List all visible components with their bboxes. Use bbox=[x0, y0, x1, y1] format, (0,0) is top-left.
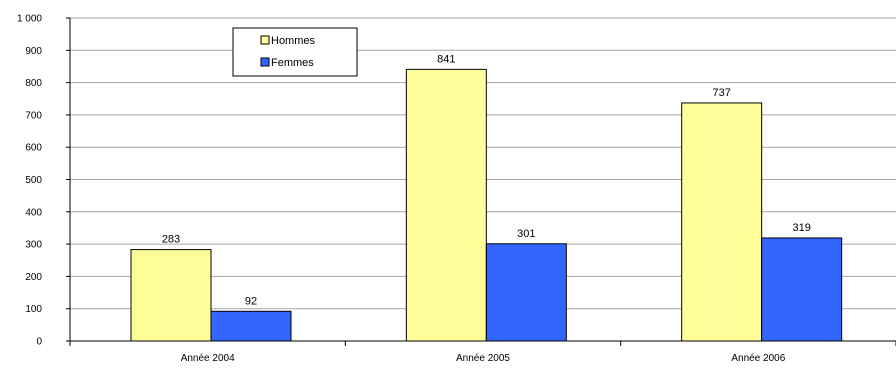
data-label: 319 bbox=[792, 222, 810, 234]
legend-label-femmes: Femmes bbox=[271, 57, 314, 69]
bar-femmes bbox=[210, 310, 292, 342]
y-tick-label: 500 bbox=[25, 175, 42, 186]
x-category-label: Année 2006 bbox=[731, 353, 785, 364]
data-label: 301 bbox=[517, 228, 535, 240]
legend-box bbox=[232, 27, 358, 77]
y-tick-label: 600 bbox=[25, 143, 42, 154]
y-tick-label: 1 000 bbox=[17, 14, 42, 25]
legend-swatch-hommes bbox=[260, 35, 270, 45]
bar-hommes bbox=[405, 68, 487, 342]
legend: Hommes Femmes bbox=[232, 27, 358, 77]
data-label: 92 bbox=[245, 295, 257, 307]
data-labels-layer: 283 92 841 301 737 319 bbox=[162, 53, 811, 307]
y-tick-label: 300 bbox=[25, 240, 42, 251]
y-tick-label: 100 bbox=[25, 304, 42, 315]
y-tick-label: 400 bbox=[25, 207, 42, 218]
y-tick-label: 800 bbox=[25, 78, 42, 89]
y-tick-label: 900 bbox=[25, 46, 42, 57]
legend-swatch-femmes bbox=[260, 57, 270, 67]
data-label: 841 bbox=[437, 53, 455, 65]
legend-label-hommes: Hommes bbox=[271, 35, 316, 47]
data-label: 737 bbox=[712, 87, 730, 99]
x-category-label: Année 2005 bbox=[456, 353, 510, 364]
y-tick-label: 0 bbox=[36, 337, 42, 348]
data-label: 283 bbox=[162, 234, 180, 246]
bar-femmes bbox=[761, 237, 843, 342]
y-tick-label: 700 bbox=[25, 110, 42, 121]
bar-hommes bbox=[681, 102, 763, 342]
y-tick-label: 200 bbox=[25, 272, 42, 283]
bar-hommes bbox=[130, 249, 212, 342]
bars-layer bbox=[130, 68, 843, 342]
bar-femmes bbox=[485, 243, 567, 342]
x-category-label: Année 2004 bbox=[181, 353, 235, 364]
